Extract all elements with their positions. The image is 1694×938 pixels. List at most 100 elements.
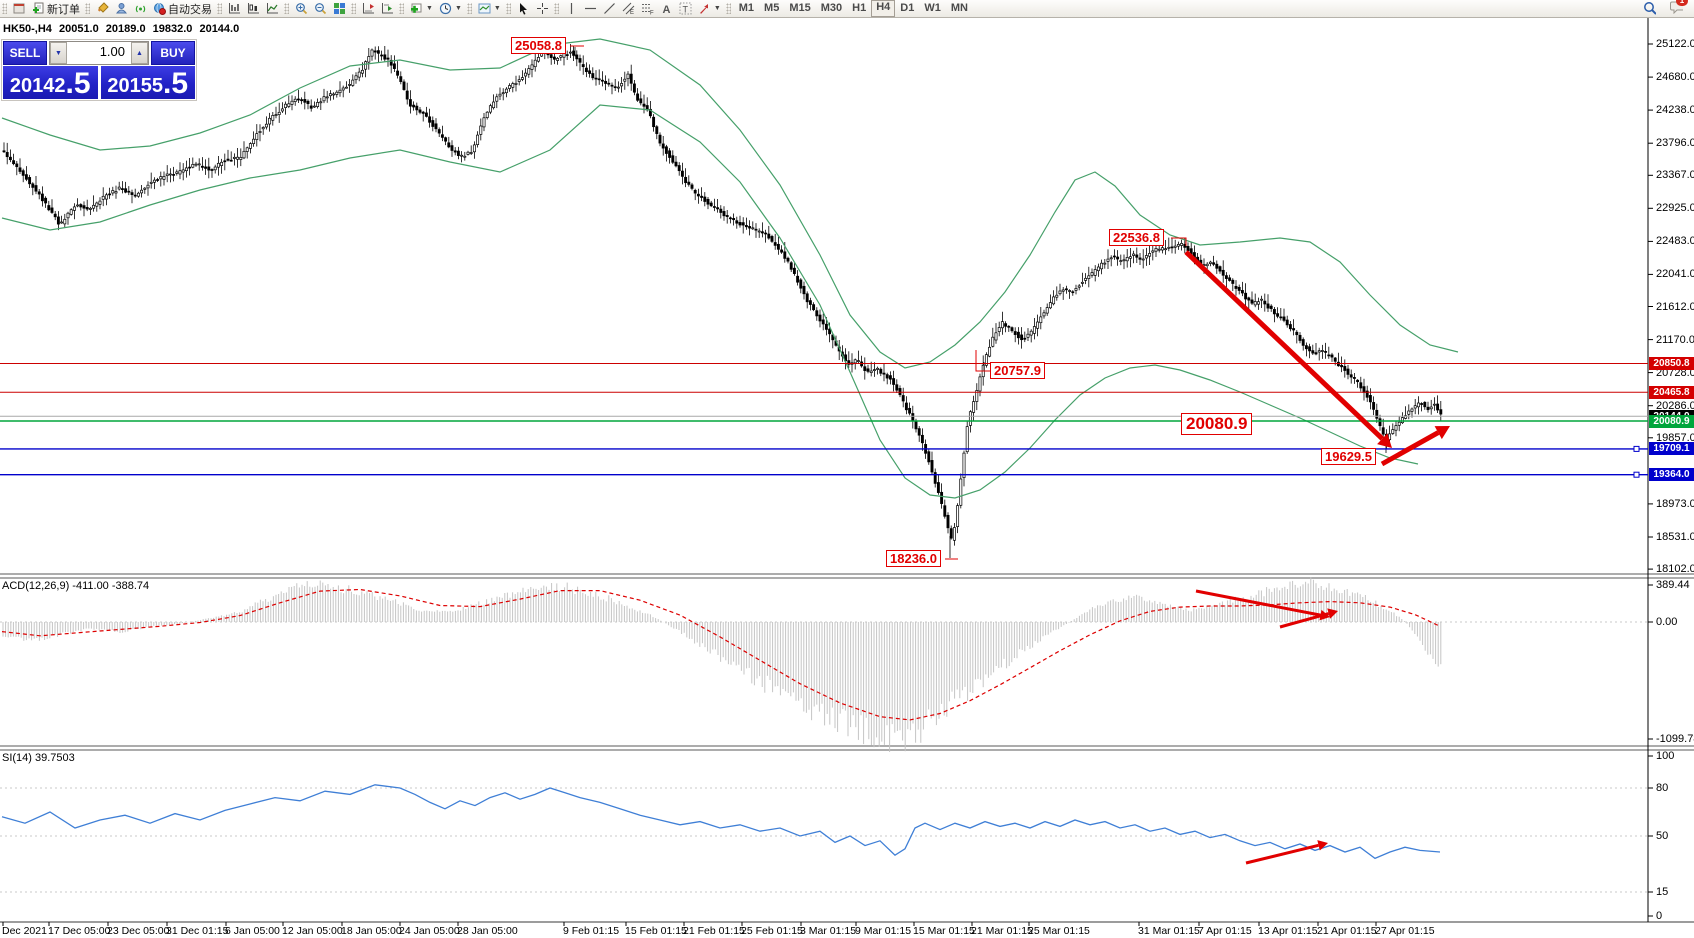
trendline-icon (603, 2, 616, 15)
buy-price-button[interactable]: 20155 .5 (100, 66, 195, 99)
price-tick-label: 20286.0 (1656, 399, 1694, 412)
new-order-icon (32, 2, 45, 15)
notifications-button[interactable]: 1 (1667, 0, 1688, 16)
timeframe-mn[interactable]: MN (950, 2, 968, 14)
time-axis-label: 15 Feb 01:15 (625, 925, 687, 937)
search-button[interactable] (1640, 1, 1659, 16)
indicator-window-button[interactable]: ▼ (475, 1, 504, 16)
toolbar-grip (2, 3, 7, 14)
line-chart-button[interactable] (263, 1, 282, 16)
time-axis-label: 17 Dec 05:00 (48, 925, 111, 937)
new-order-button[interactable]: 新订单 (29, 1, 83, 16)
volume-value[interactable]: 1.00 (99, 44, 125, 59)
text-button[interactable]: A (657, 1, 676, 16)
quote-open: 20051.0 (58, 23, 99, 35)
timeframe-m15[interactable]: M15 (789, 2, 811, 14)
arrow-head (1434, 426, 1450, 440)
timeframe-d1[interactable]: D1 (900, 2, 915, 14)
fibo-icon: F (641, 2, 654, 15)
axis-tick-marks (2, 43, 1653, 926)
price-annotation[interactable]: 20080.9 (1181, 413, 1253, 435)
trend-arrow-object[interactable] (1245, 843, 1319, 865)
trend-arrow-object[interactable] (1195, 589, 1321, 617)
channel-button[interactable]: E (619, 1, 638, 16)
autotrading-button[interactable]: 自动交易 (150, 1, 215, 16)
volume-increase-button[interactable]: ▲ (131, 42, 148, 64)
crosshair-button[interactable] (533, 1, 552, 16)
svg-text:F: F (650, 11, 654, 16)
price-tick-label: 18531.0 (1656, 530, 1694, 543)
shapes-button[interactable]: ▼ (695, 1, 724, 16)
volume-decrease-button[interactable]: ▼ (50, 42, 67, 64)
trend-arrow-object[interactable] (1184, 250, 1384, 441)
timeframe-h4[interactable]: H4 (871, 0, 896, 17)
timeframe-m5[interactable]: M5 (764, 2, 780, 14)
auto-scroll-button[interactable] (378, 1, 397, 16)
price-tag: 20465.8 (1649, 385, 1694, 399)
vertical-line-button[interactable] (562, 1, 581, 16)
sell-button[interactable]: SELL (3, 41, 47, 65)
period-button[interactable]: ▼ (436, 1, 465, 16)
timeframe-h1[interactable]: H1 (852, 2, 867, 14)
zoom-out-button[interactable] (311, 1, 330, 16)
timeframe-w1[interactable]: W1 (924, 2, 941, 14)
toolbar-grip (466, 3, 472, 14)
cursor-button[interactable] (514, 1, 533, 16)
horizontal-line-button[interactable] (581, 1, 600, 16)
macd-panel (0, 577, 1648, 752)
label-button[interactable]: T (676, 1, 695, 16)
rsi-tick-label: 80 (1656, 782, 1669, 794)
toolbar-grip (85, 3, 90, 14)
toolbar-group: 自动交易 (83, 0, 215, 17)
signals-button[interactable] (131, 1, 150, 16)
time-axis-label: Dec 2021 (2, 925, 47, 937)
price-annotation[interactable]: 18236.0 (886, 550, 941, 567)
bucket-icon (96, 2, 109, 15)
price-annotation[interactable]: 25058.8 (511, 37, 566, 54)
candle-chart-button[interactable] (244, 1, 263, 16)
profile-button[interactable] (112, 1, 131, 16)
rsi-indicator-label: SI(14) 39.7503 (2, 752, 75, 764)
annotations-graphics (570, 45, 1450, 865)
time-axis-label: 9 Mar 01:15 (855, 925, 912, 937)
price-annotation[interactable]: 19629.5 (1321, 448, 1376, 465)
time-axis-label: 23 Dec 05:00 (107, 925, 170, 937)
trend-arrow-object[interactable] (1279, 612, 1330, 629)
fibonacci-button[interactable]: F (638, 1, 657, 16)
svg-text:T: T (682, 5, 688, 15)
rsi-tick-label: 0 (1656, 910, 1663, 922)
time-axis-label: 21 Apr 01:15 (1317, 925, 1377, 937)
buy-button[interactable]: BUY (151, 41, 195, 65)
toolbar-grip (284, 3, 289, 14)
chart-shift-button[interactable] (359, 1, 378, 16)
bar-chart-button[interactable] (225, 1, 244, 16)
styles-button[interactable] (93, 1, 112, 16)
rsi-panel (0, 784, 1648, 893)
price-tick-label: 24238.0 (1656, 104, 1694, 117)
toolbar-group (215, 0, 282, 17)
magnifier-icon (1643, 2, 1656, 15)
quote-high: 20189.0 (105, 23, 146, 35)
zoom-in-button[interactable] (292, 1, 311, 16)
trend-arrow-object[interactable] (1380, 430, 1440, 467)
price-tick-label: 23367.0 (1656, 169, 1694, 182)
line-handle[interactable] (1633, 445, 1640, 452)
timeframe-m1[interactable]: M1 (738, 2, 755, 14)
add-indicator-button[interactable]: ▼ (407, 1, 436, 16)
price-tick-label: 22483.0 (1656, 235, 1694, 248)
tile-windows-button[interactable] (330, 1, 349, 16)
sell-price-button[interactable]: 20142 .5 (3, 66, 98, 99)
arrow-head (1317, 840, 1328, 851)
arrows-icon (698, 2, 711, 15)
toolbar-grip (217, 3, 222, 14)
trendline-button[interactable] (600, 1, 619, 16)
zoom-out-icon (314, 2, 327, 15)
text-a-icon: A (660, 2, 673, 15)
price-annotation[interactable]: 22536.8 (1109, 229, 1164, 246)
arrow-head (1327, 608, 1338, 619)
price-tag: 19364.0 (1649, 468, 1694, 482)
time-axis-label: 15 Mar 01:15 (913, 925, 975, 937)
line-handle[interactable] (1633, 471, 1640, 478)
price-annotation[interactable]: 20757.9 (990, 362, 1045, 379)
timeframe-m30[interactable]: M30 (820, 2, 843, 14)
